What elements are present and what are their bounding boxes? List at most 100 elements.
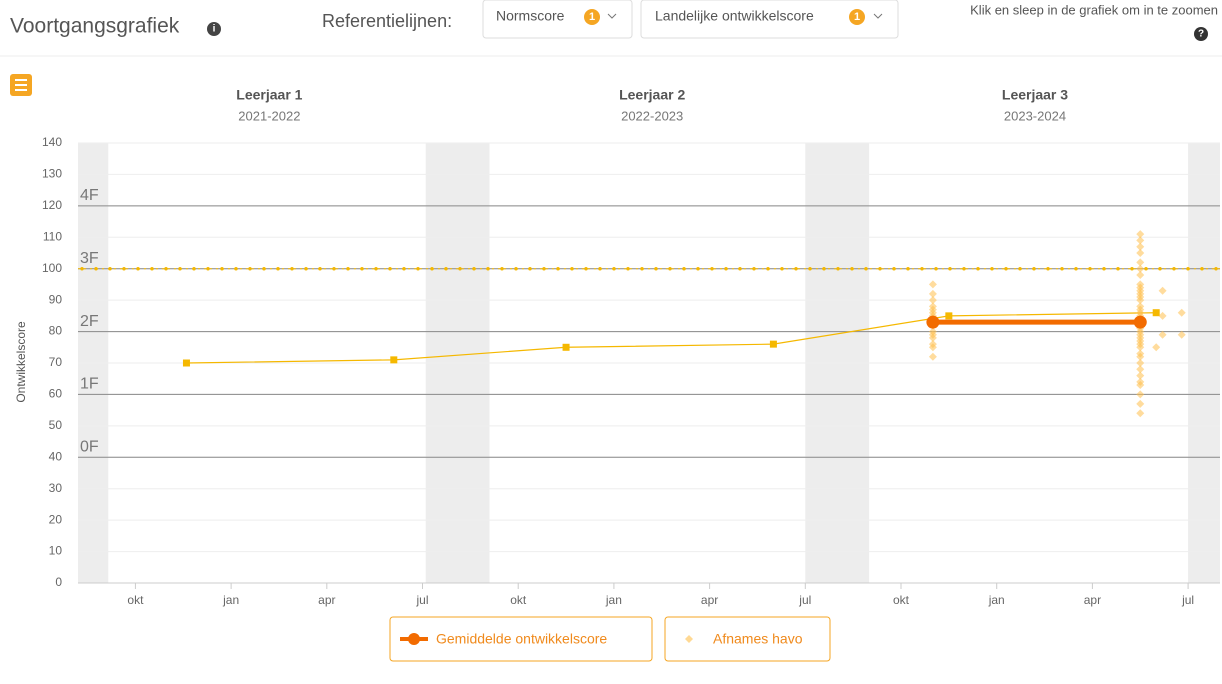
x-tick-label: jul: [798, 593, 811, 607]
scatter-point: [1136, 230, 1145, 239]
chevron: [607, 13, 617, 19]
x-tick-label: okt: [893, 593, 910, 607]
reference-series-point: [562, 343, 570, 351]
legend-button[interactable]: [389, 616, 653, 662]
scatter-point: [1136, 390, 1145, 399]
scatter-point: [928, 280, 937, 289]
plot: 0 10 20 30 40 50 60 70 80 90 100 110 120 130 140 Leerja…: [42, 87, 1222, 607]
badge-text: 1: [854, 11, 860, 23]
scatter-point: [1136, 359, 1145, 367]
legend-label: Gemiddelde ontwikkelscore: [436, 631, 607, 647]
reference-series-point: [1152, 309, 1160, 317]
info-icon[interactable]: [207, 22, 221, 36]
badge-text: 1: [589, 11, 595, 23]
reference-series-point: [182, 359, 190, 367]
legend-swatch: [685, 635, 693, 643]
year-period: 2022-2023: [621, 108, 683, 123]
scatter-point: [1136, 242, 1145, 251]
scatter-point: [1136, 352, 1145, 361]
year-label: Leerjaar 3: [1002, 87, 1068, 103]
reference-series-point: [390, 356, 398, 364]
year-period: 2023-2024: [1004, 108, 1066, 123]
scatter-point: [1136, 264, 1145, 273]
x-tick-label: apr: [1084, 593, 1101, 607]
scatter-point: [1158, 311, 1167, 320]
scatter-point: [1136, 371, 1145, 380]
y-tick-label: 0: [55, 575, 62, 589]
page-title: Voortgangsgrafiek: [10, 15, 180, 38]
scatter-point: [1136, 399, 1145, 408]
help-icon[interactable]: [1194, 27, 1208, 41]
y-tick-label: 140: [42, 135, 62, 149]
x-tick-label: okt: [127, 593, 144, 607]
scatter-point: [928, 352, 937, 361]
scatter-point: [1158, 286, 1167, 295]
scatter-point: [1136, 271, 1145, 279]
x-tick-label: okt: [510, 593, 527, 607]
scatter-point: [1136, 409, 1145, 418]
y-tick-label: 70: [49, 355, 63, 369]
scatter-point: [928, 289, 937, 298]
y-tick-label: 40: [49, 449, 63, 463]
x-tick-label: apr: [318, 593, 335, 607]
legend: Gemiddelde ontwikkelscore Afnames havo: [389, 616, 831, 662]
y-tick-label: 90: [49, 292, 63, 306]
reference-label: 0F: [80, 439, 99, 456]
dropdown[interactable]: [640, 0, 899, 39]
menu-glyph: [15, 79, 27, 91]
x-tick-label: jan: [988, 593, 1005, 607]
scatter-point: [1136, 343, 1145, 352]
reference-label: 3F: [80, 250, 99, 267]
legend-swatch: [408, 633, 420, 645]
year-label: Leerjaar 2: [619, 87, 685, 103]
x-tick-label: jul: [416, 593, 429, 607]
year-period: 2021-2022: [238, 108, 300, 123]
reference-label: 4F: [80, 187, 99, 204]
scatter-point: [1177, 330, 1186, 339]
reference-series-line: [186, 312, 1157, 364]
reference-label: 2F: [80, 313, 99, 330]
reference-series-point: [769, 340, 777, 348]
year-label: Leerjaar 1: [236, 87, 302, 103]
y-tick-label: 20: [49, 512, 63, 526]
zoom-hint: Klik en sleep in de grafiek om in te zoo…: [970, 2, 1218, 17]
scatter-point: [1136, 236, 1145, 245]
y-tick-label: 110: [43, 229, 62, 243]
legend-button[interactable]: [664, 616, 831, 662]
x-tick-label: jan: [222, 593, 239, 607]
scatter-point: [1136, 296, 1145, 305]
scatter-point: [928, 343, 937, 352]
dropdown-label: Landelijke ontwikkelscore: [655, 8, 814, 24]
scatter-point: [1152, 343, 1161, 352]
scatter-point: [1136, 249, 1145, 257]
scatter-point: [1136, 258, 1145, 267]
x-tick-label: apr: [701, 593, 718, 607]
y-tick-label: 30: [49, 481, 63, 495]
y-tick-label: 50: [49, 418, 63, 432]
scatter-point: [1136, 381, 1145, 389]
reference-label: 1F: [80, 376, 99, 393]
series-point: [1133, 315, 1147, 329]
y-tick-label: 100: [42, 261, 62, 275]
x-tick-label: jan: [605, 593, 622, 607]
scatter-point: [928, 296, 937, 305]
y-tick-label: 10: [49, 544, 63, 558]
y-tick-label: 130: [42, 167, 62, 181]
scatter-point: [1158, 330, 1167, 339]
y-tick-label: 120: [42, 198, 62, 212]
badge: [584, 9, 600, 25]
y-tick-label: 60: [49, 387, 63, 401]
scatter-point: [1177, 308, 1186, 317]
help-glyph: ?: [1198, 29, 1204, 40]
reference-series-point: [945, 312, 953, 320]
scatter-point: [928, 333, 937, 342]
series-point: [926, 315, 940, 329]
x-tick-label: jul: [1181, 593, 1194, 607]
scatter-point: [1136, 365, 1145, 374]
legend-label: Afnames havo: [713, 631, 803, 647]
y-tick-label: 80: [49, 324, 63, 338]
badge: [849, 9, 865, 25]
chevron: [873, 13, 883, 19]
info-glyph: i: [213, 24, 216, 35]
